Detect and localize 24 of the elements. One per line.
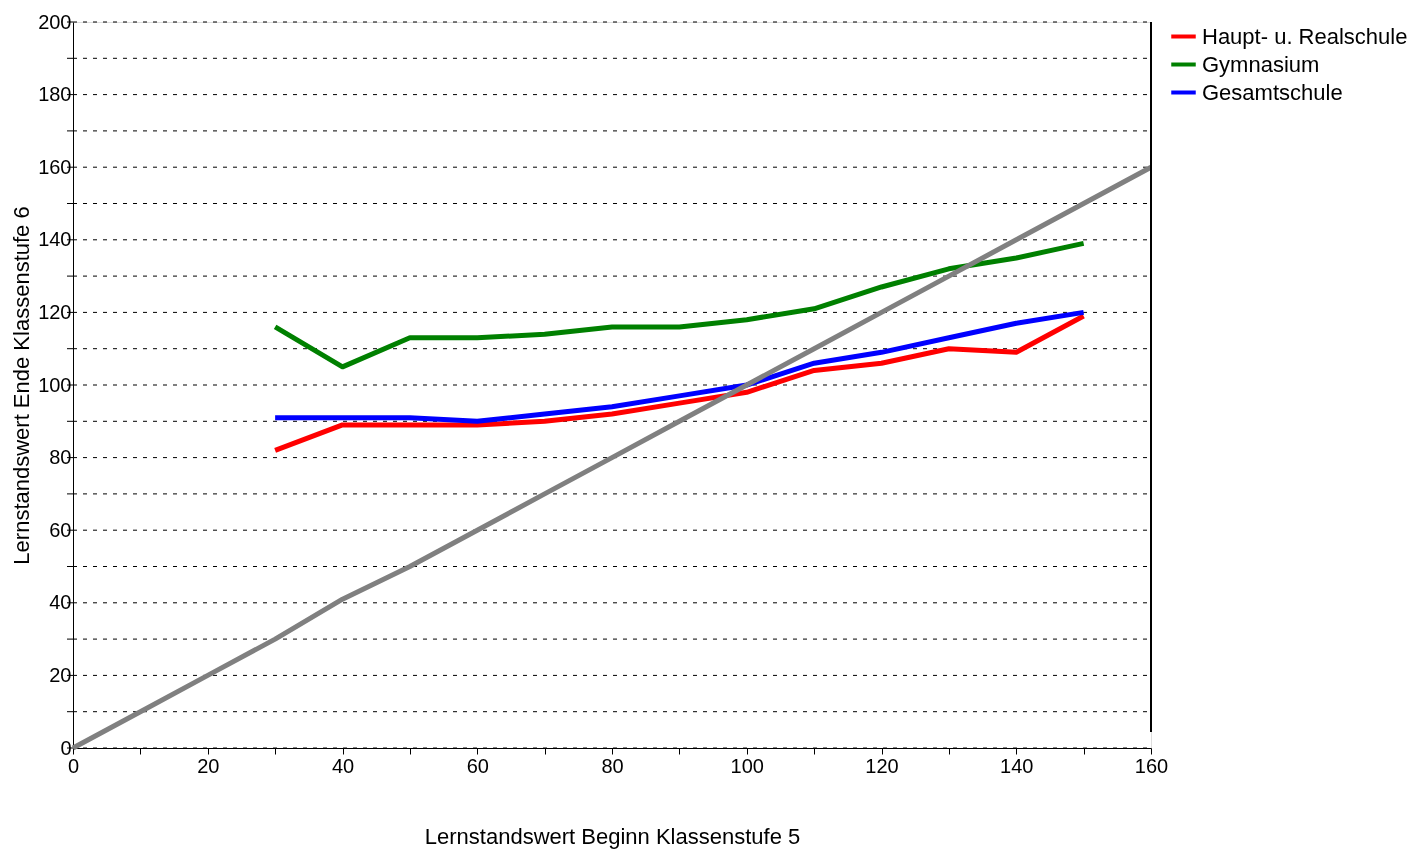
x-tick-label: 80 [601,754,624,777]
y-tick-label: 200 [38,10,72,33]
x-tick-label: 60 [466,754,489,777]
y-tick-label: 120 [38,300,72,323]
x-tick-label: 160 [1134,754,1169,777]
x-tick-label: 120 [865,754,899,777]
y-tick-label: 80 [49,446,72,469]
x-tick-label: 40 [331,754,355,777]
y-tick-label: 20 [49,663,72,686]
x-axis-title: Lernstandswert Beginn Klassenstufe 5 [424,823,801,849]
y-tick-label: 100 [38,373,72,396]
legend-label: Gesamtschule [1202,79,1343,105]
y-tick-label: 140 [38,228,72,251]
y-tick-label: 180 [38,83,72,106]
y-tick-label: 60 [49,518,72,541]
legend-label: Gymnasium [1202,51,1320,77]
y-axis-title: Lernstandswert Ende Klassenstufe 6 [9,206,35,565]
x-tick-label: 20 [197,754,220,777]
y-tick-label: 0 [60,736,72,759]
legend-label: Haupt- u. Realschule [1202,23,1408,49]
x-tick-label: 140 [1000,754,1034,777]
x-tick-label: 100 [730,754,764,777]
y-tick-label: 160 [38,155,72,178]
y-tick-label: 40 [49,591,72,614]
